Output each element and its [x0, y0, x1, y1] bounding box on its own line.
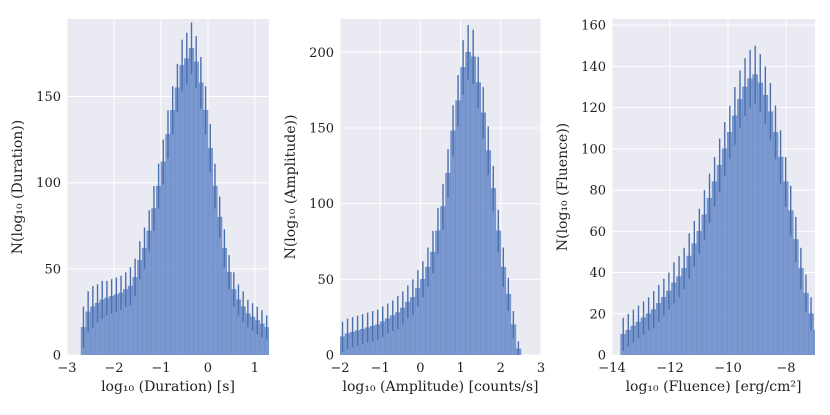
histogram-bar: [732, 115, 738, 355]
histogram-bar: [824, 347, 829, 355]
y-tick-label: 160: [581, 19, 606, 34]
y-tick-label: 100: [581, 142, 606, 157]
histogram-bar: [752, 74, 759, 355]
histogram-bar: [777, 156, 784, 355]
histogram-bar: [716, 165, 723, 355]
histogram-bar: [184, 58, 190, 355]
x-axis-label: log₁₀ (Fluence) [erg/cm²]: [626, 379, 802, 395]
y-axis-label: N(log₁₀ (Amplitude)): [283, 115, 299, 260]
histogram-bar: [188, 47, 195, 355]
x-tick-labels: −2 −1 0 1 2 3: [330, 361, 545, 376]
x-tick-label: −2: [330, 361, 349, 376]
histogram-panel-1: −3 −2 −1 0 1 0 50 100 150 log₁₀ (Duration) [s] N(l…: [10, 19, 283, 395]
histogram-panel-3: −14 −12 −10 −8 0 20 40 60 80 100 120 140 160 log₁₀ (F…: [555, 19, 829, 395]
histogram-bar: [268, 328, 269, 355]
x-tick-labels: −3 −2 −1 0 1: [57, 361, 259, 376]
histogram-bar: [460, 67, 466, 355]
histogram-bar: [721, 148, 728, 355]
error-bars: [622, 45, 812, 351]
y-tick-label: 150: [309, 121, 334, 136]
y-tick-label: 40: [589, 266, 606, 281]
histogram-bar: [711, 181, 718, 355]
histogram-bar: [485, 150, 492, 355]
y-tick-label: 50: [44, 262, 61, 277]
histogram-bar: [490, 188, 497, 355]
histogram-bar: [193, 61, 199, 355]
x-tick-label: 0: [204, 361, 212, 376]
histogram-bar: [813, 329, 815, 355]
histogram-bar: [762, 94, 769, 355]
x-tick-label: −8: [776, 361, 795, 376]
histogram-bar: [207, 147, 213, 355]
histogram-bar: [274, 331, 279, 355]
bars: [620, 74, 829, 355]
y-tick-labels: 0 50 100 150 200: [309, 46, 334, 364]
y-tick-labels: 0 20 40 60 80 100 120 140 160: [581, 19, 606, 364]
histogram-bar: [165, 134, 171, 355]
x-tick-label: −3: [57, 361, 76, 376]
y-axis-label: N(log₁₀ (Fluence)): [555, 123, 571, 251]
y-tick-label: 0: [53, 349, 61, 364]
histogram-bar: [155, 185, 162, 355]
histogram-bar: [772, 132, 779, 355]
x-tick-label: −2: [104, 361, 123, 376]
histogram-bar: [450, 130, 456, 355]
x-tick-label: −14: [598, 361, 625, 376]
histogram-bar: [170, 110, 176, 355]
histogram-bar: [160, 161, 166, 355]
x-tick-label: 2: [497, 361, 505, 376]
histogram-bar: [179, 65, 185, 355]
x-tick-label: 0: [416, 361, 424, 376]
histogram-bar: [475, 82, 481, 355]
x-tick-labels: −14 −12 −10 −8: [598, 361, 795, 376]
y-tick-label: 60: [589, 225, 606, 240]
histogram-panel-2: −2 −1 0 1 2 3 0 50 100 150 200 log₁₀ (Amplitude) [c…: [283, 19, 545, 395]
y-tick-label: 140: [581, 60, 606, 75]
x-axis-label: log₁₀ (Amplitude) [counts/s]: [342, 379, 538, 395]
y-tick-label: 120: [581, 101, 606, 116]
histogram-bar: [445, 173, 451, 355]
x-tick-label: 1: [456, 361, 464, 376]
error-bars: [82, 22, 268, 349]
histogram-bar: [480, 112, 487, 355]
x-tick-label: −1: [371, 361, 390, 376]
histogram-bar: [757, 82, 764, 355]
y-tick-label: 0: [326, 349, 334, 364]
histogram-bar: [202, 110, 209, 355]
histogram-bar: [782, 181, 789, 355]
histogram-bar: [455, 100, 461, 355]
histogram-bar: [742, 86, 748, 355]
x-tick-label: 1: [251, 361, 259, 376]
histogram-bar: [737, 99, 743, 355]
histogram-bar: [278, 333, 283, 355]
histogram-bar: [767, 111, 774, 355]
histogram-bar: [470, 56, 476, 355]
y-tick-label: 200: [309, 46, 334, 61]
histogram-bar: [465, 51, 471, 355]
histogram-bar: [212, 185, 218, 355]
x-tick-label: −1: [151, 361, 170, 376]
y-tick-label: 100: [309, 197, 334, 212]
y-tick-label: 50: [317, 273, 334, 288]
bars: [340, 51, 522, 355]
y-tick-label: 100: [36, 176, 61, 191]
histogram-bar: [726, 132, 733, 355]
x-tick-label: 3: [537, 361, 545, 376]
y-tick-label: 150: [36, 90, 61, 105]
bars: [80, 47, 283, 355]
histogram-bar: [747, 78, 753, 355]
histogram-bar: [819, 343, 824, 355]
y-axis-label: N(log₁₀ (Duration)): [10, 120, 26, 254]
y-tick-label: 80: [589, 184, 606, 199]
y-tick-label: 20: [589, 307, 606, 322]
x-tick-label: −12: [656, 361, 683, 376]
y-tick-labels: 0 50 100 150: [36, 90, 61, 363]
y-tick-label: 0: [598, 349, 606, 364]
x-tick-label: −10: [714, 361, 741, 376]
x-axis-label: log₁₀ (Duration) [s]: [101, 379, 235, 395]
histogram-bar: [174, 87, 181, 355]
error-bars: [341, 25, 520, 355]
histogram-bar: [198, 82, 204, 355]
